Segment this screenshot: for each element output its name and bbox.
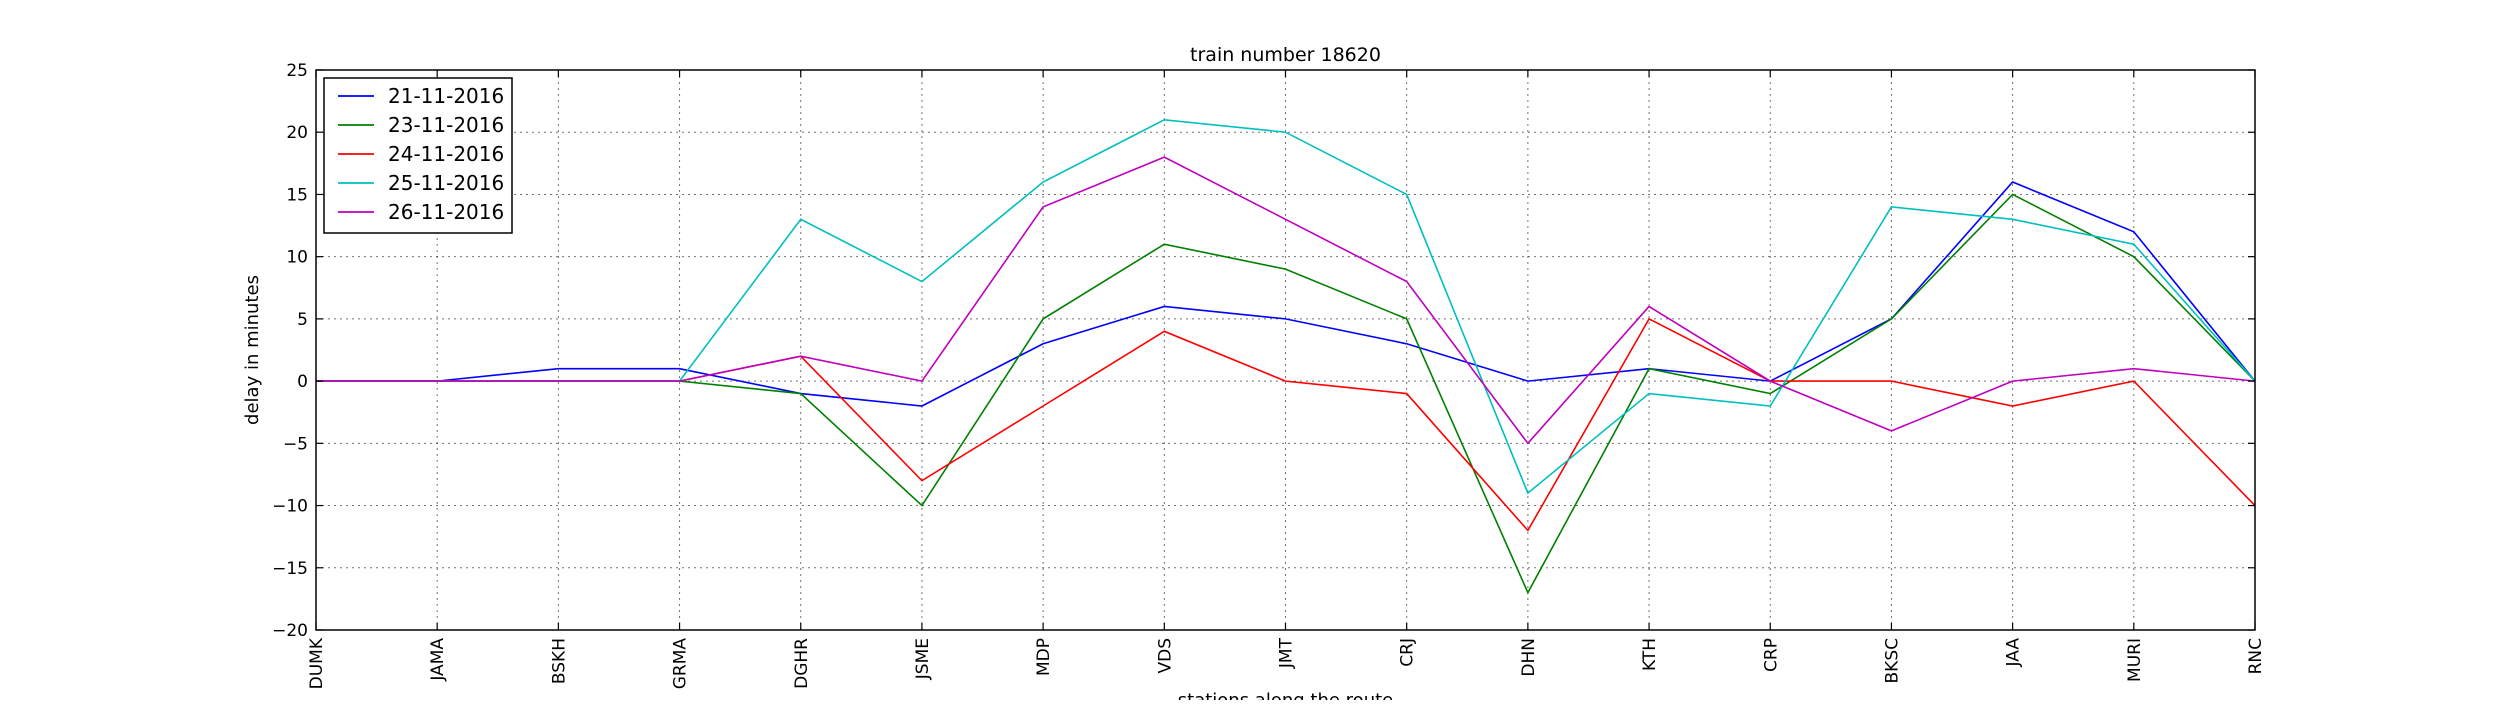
x-tick-label: JMT bbox=[1277, 637, 1297, 669]
x-tick-label: DGHR bbox=[792, 638, 812, 689]
x-tick-label: KTH bbox=[1640, 638, 1660, 671]
grid-lines bbox=[315, 69, 2256, 631]
x-tick-label: DUMK bbox=[307, 637, 327, 689]
legend-label: 23-11-2016 bbox=[388, 113, 504, 137]
x-tick-label: JSME bbox=[913, 638, 933, 680]
series-line-21-11-2016 bbox=[316, 181, 2256, 407]
x-tick-label: MDP bbox=[1034, 638, 1054, 676]
legend: 21-11-2016 23-11-2016 24-11-2016 25-11-2016… bbox=[323, 77, 513, 234]
legend-box bbox=[323, 77, 513, 234]
series-line-26-11-2016 bbox=[316, 156, 2256, 445]
y-tick-label: 15 bbox=[286, 185, 308, 205]
x-tick-label: CRJ bbox=[1398, 638, 1418, 667]
x-tick-label: MURI bbox=[2125, 638, 2145, 682]
legend-label: 25-11-2016 bbox=[388, 171, 504, 195]
y-tick-label: 25 bbox=[286, 61, 308, 81]
y-tick-label: −10 bbox=[272, 497, 308, 517]
y-tick-label: −15 bbox=[272, 559, 308, 579]
axis-ticks: DUMK JAMA BSKH GRMA DGHR JSME MDP VDS JMT CRJ DHN K… bbox=[272, 61, 2266, 689]
y-tick-label: 10 bbox=[286, 248, 308, 268]
chart-title: train number 18620 bbox=[1190, 44, 1381, 66]
y-tick-label: 5 bbox=[297, 310, 308, 330]
x-tick-label: DHN bbox=[1519, 638, 1539, 677]
legend-label: 26-11-2016 bbox=[388, 200, 504, 224]
x-tick-label: BSKH bbox=[549, 638, 569, 684]
series-lines bbox=[316, 118, 2256, 595]
x-tick-label: RNC bbox=[2246, 638, 2266, 674]
y-tick-label: 0 bbox=[297, 372, 308, 392]
x-tick-label: GRMA bbox=[671, 638, 691, 690]
legend-label: 21-11-2016 bbox=[388, 84, 504, 108]
legend-label: 24-11-2016 bbox=[388, 142, 504, 166]
x-tick-label: BKSC bbox=[1882, 638, 1902, 683]
x-tick-label: CRP bbox=[1761, 638, 1781, 672]
x-tick-label: JAMA bbox=[428, 638, 448, 682]
x-tick-label: JAA bbox=[2004, 638, 2024, 668]
y-axis-title: delay in minutes bbox=[242, 275, 263, 425]
x-tick-label: VDS bbox=[1155, 638, 1175, 674]
x-axis-title: stations along the route bbox=[1178, 690, 1393, 700]
y-tick-label: −20 bbox=[272, 621, 308, 641]
y-tick-label: 20 bbox=[286, 123, 308, 143]
y-tick-label: −5 bbox=[283, 434, 308, 454]
